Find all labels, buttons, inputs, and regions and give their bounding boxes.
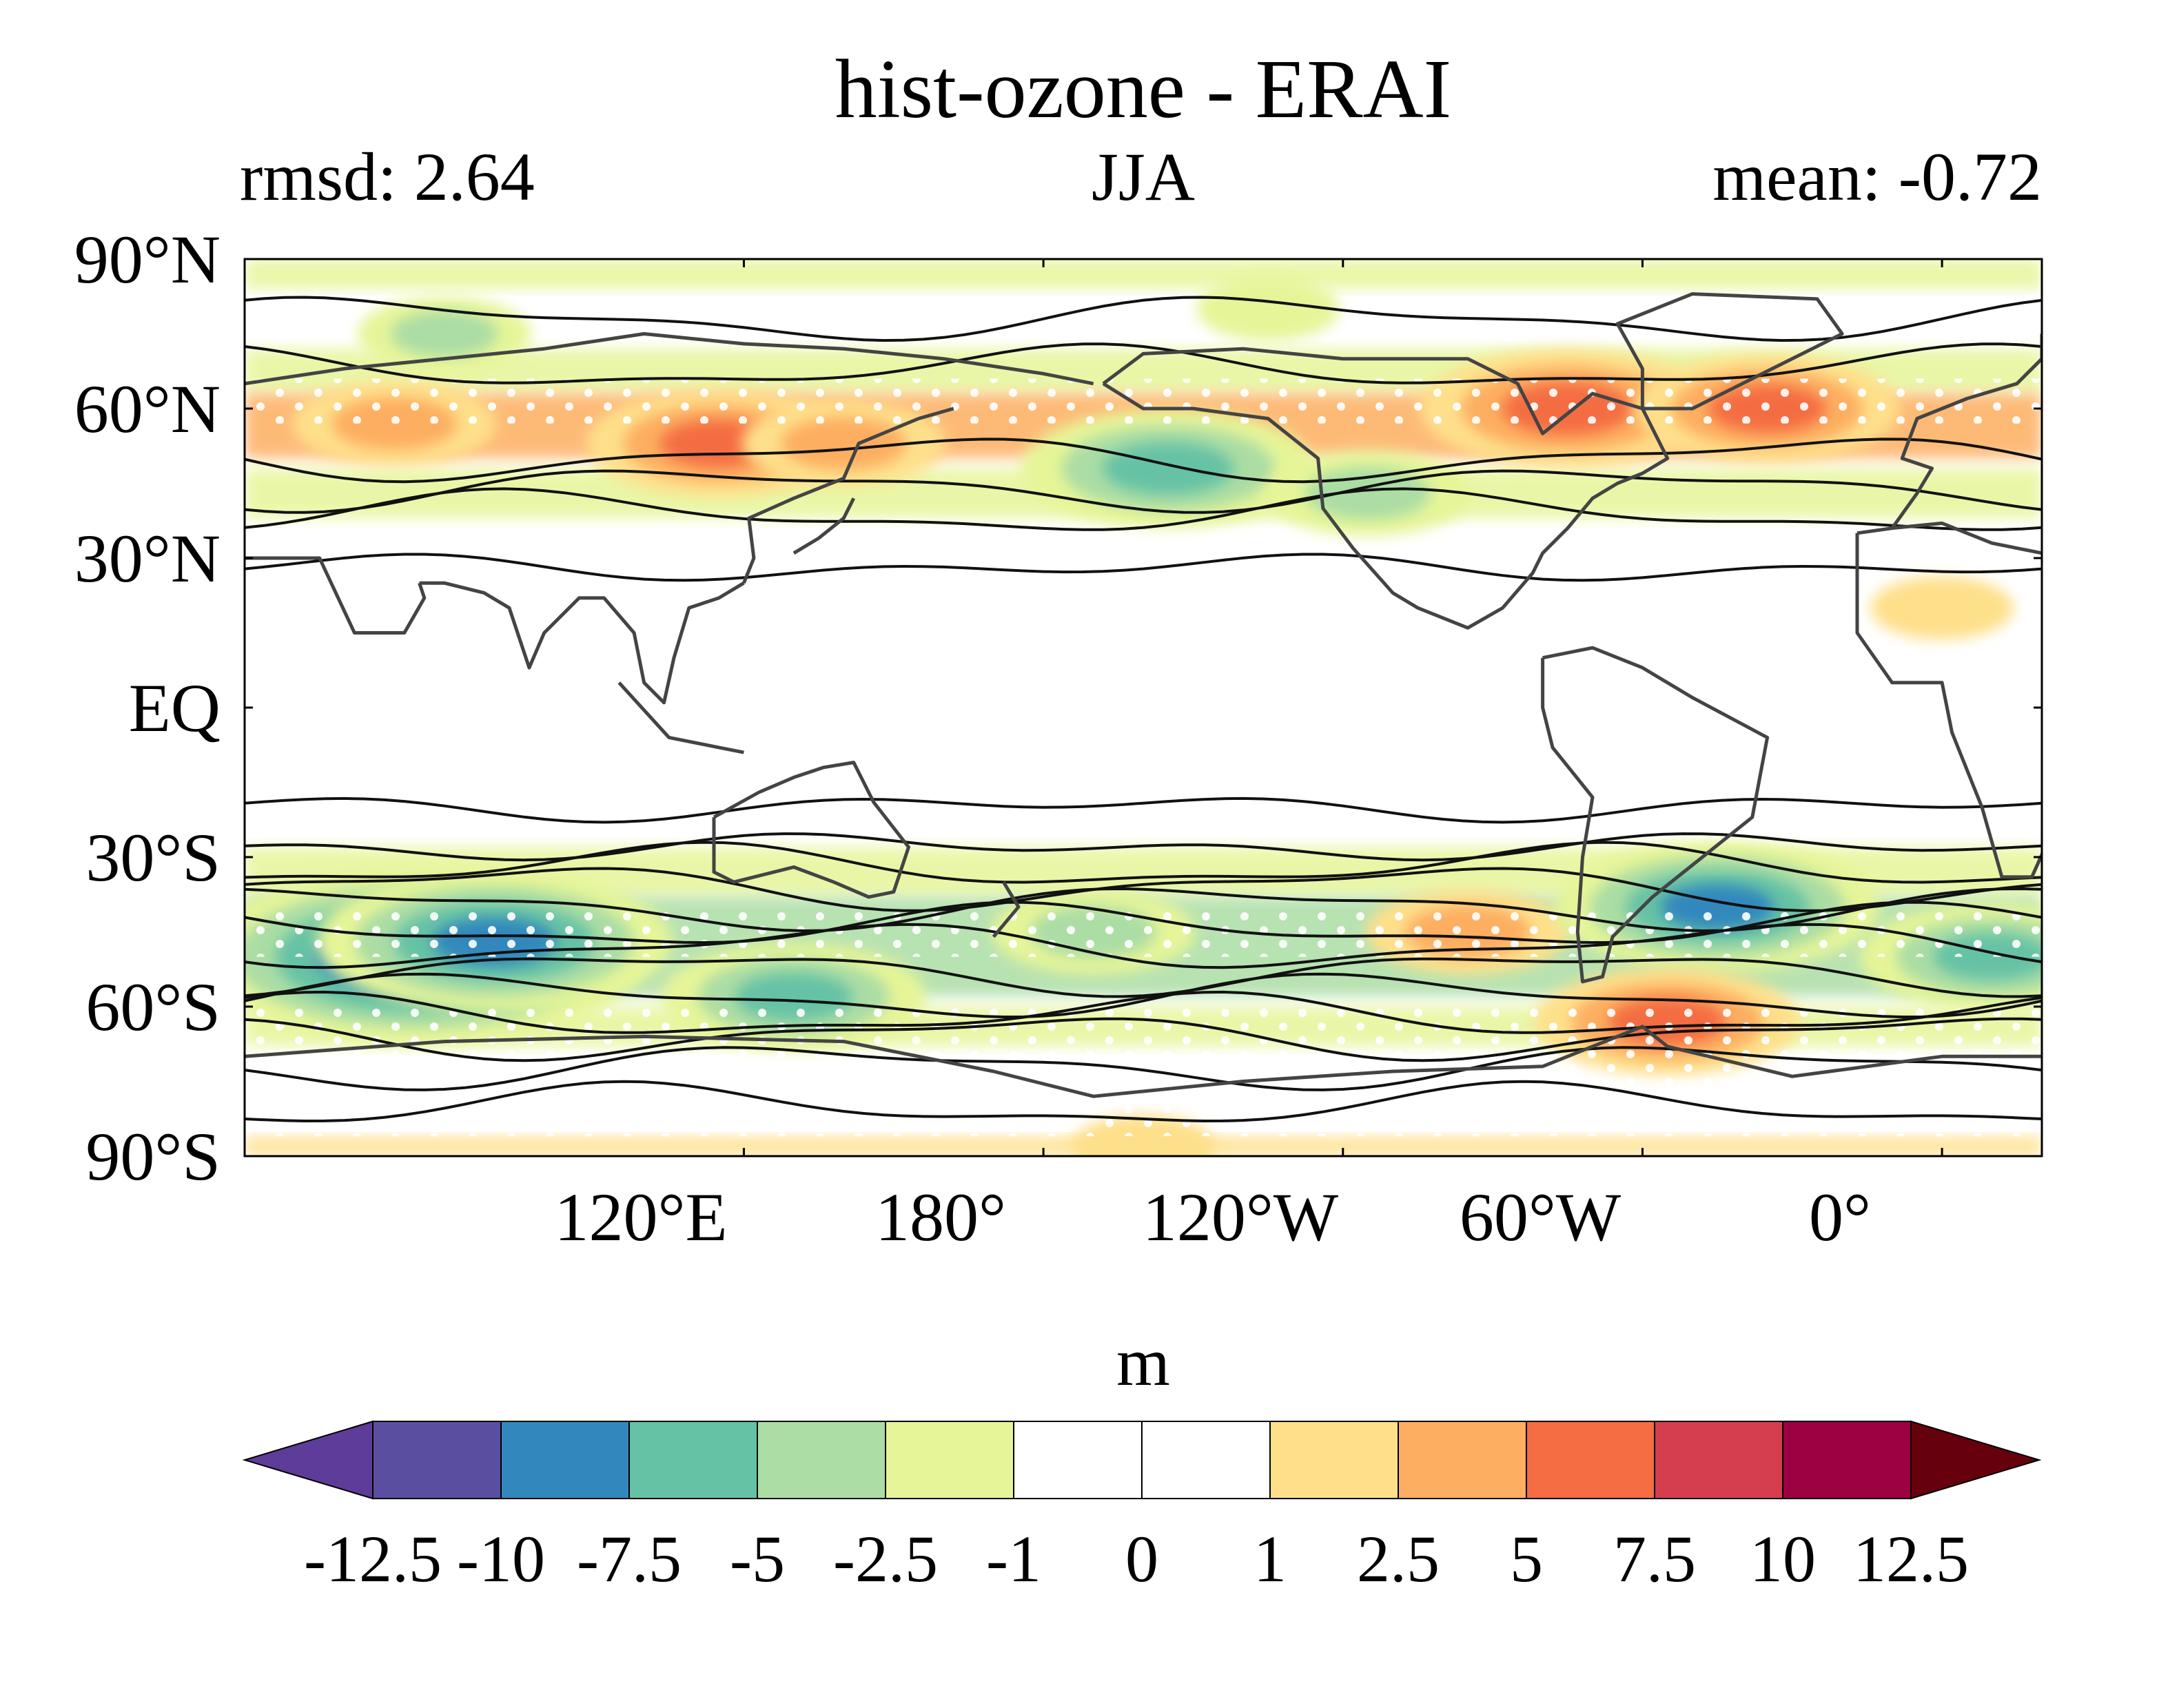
colorbar-cell [500, 1421, 630, 1499]
lon-labels: 120°E 180° 120°W 60°W 0° [554, 1179, 1871, 1255]
contour-line [245, 841, 2042, 884]
anomaly-region [1266, 450, 1470, 536]
lat-label-90n: 90°N [74, 221, 221, 298]
stipple-band [245, 907, 2042, 957]
contour-line [245, 1080, 2042, 1123]
colorbar-cell [372, 1421, 502, 1499]
contour-line [245, 832, 2042, 862]
colorbar-tick-label: 10 [1750, 1522, 1816, 1596]
anomaly-region [1021, 409, 1316, 528]
colorbar-cell [757, 1421, 886, 1499]
lat-label-90s: 90°S [85, 1118, 221, 1195]
contour-line [245, 990, 2042, 1034]
contour-line [245, 342, 2042, 384]
colorbar-cell [1141, 1421, 1271, 1499]
coastline-segment [419, 581, 745, 705]
anomaly-region [1196, 277, 1340, 341]
coastline-segment [792, 497, 856, 555]
stipple-band [245, 378, 2042, 424]
colorbar-cells [242, 1420, 2042, 1500]
anomaly-level [1103, 442, 1234, 495]
band-arctic [245, 259, 2042, 289]
coastline-segment [245, 556, 427, 635]
colorbar-tick-label: 12.5 [1853, 1522, 1969, 1596]
colorbar-max-extend [1910, 1420, 2042, 1500]
coastlines [245, 292, 2042, 1098]
colorbar-tick-label: 0 [1125, 1522, 1158, 1596]
colorbar-tick-label: -10 [457, 1522, 545, 1596]
lat-label-60s: 60°S [85, 969, 221, 1045]
colorbar-cell [1526, 1421, 1655, 1499]
coastline-segment [245, 1025, 2042, 1098]
colorbar-cell [1013, 1421, 1143, 1499]
colorbar: m -12.5 -10 -7.5 -5 -2.5 -1 0 1 2.5 5 7.5 10 12.5 [242, 1324, 2042, 1596]
colorbar-tick-label: -1 [986, 1522, 1041, 1596]
coastline-segment [1890, 333, 2042, 530]
anomaly-level [781, 417, 907, 470]
colorbar-tick-label: 2.5 [1357, 1522, 1440, 1596]
coastline-segment [992, 881, 1021, 938]
coastline-segment [1615, 292, 1844, 411]
lat-label-60n: 60°N [74, 371, 221, 447]
lon-label-120e: 120°E [554, 1179, 727, 1255]
lon-label-180: 180° [875, 1179, 1006, 1255]
lon-label-0: 0° [1809, 1179, 1871, 1255]
colorbar-cell [628, 1421, 758, 1499]
mean-annotation: mean: -0.72 [1712, 138, 2042, 215]
lat-labels: 90°N 60°N 30°N EQ 30°S 60°S 90°S [74, 221, 221, 1195]
colorbar-cell [1269, 1421, 1399, 1499]
colorbar-cell [885, 1421, 1014, 1499]
colorbar-tick-labels: -12.5 -10 -7.5 -5 -2.5 -1 0 1 2.5 5 7.5 10 12.5 [304, 1522, 1969, 1596]
contour-line [245, 796, 2042, 824]
colorbar-cell [1398, 1421, 1527, 1499]
contour-line [245, 438, 2042, 484]
axis-ticks [245, 258, 2042, 1157]
coastline-segment [742, 407, 954, 584]
colorbar-tick-label: 5 [1510, 1522, 1543, 1596]
contour-line [245, 957, 2042, 998]
contour-line [245, 469, 2042, 514]
colorbar-tick-label: -2.5 [833, 1522, 938, 1596]
contour-line [245, 867, 2042, 912]
colorbar-cell [1782, 1421, 1912, 1499]
climatology-contours [245, 296, 2042, 1123]
contour-line [245, 923, 2042, 969]
anomaly-level [1870, 576, 2014, 640]
anomaly-level [1196, 277, 1340, 341]
coastline-segment [1541, 646, 1770, 984]
contour-line [245, 487, 2042, 531]
lat-label-30s: 30°S [85, 819, 221, 896]
season-annotation: JJA [1092, 138, 1195, 215]
colorbar-tick-label: -12.5 [304, 1522, 442, 1596]
contour-line [245, 296, 2042, 342]
lat-label-30n: 30°N [74, 520, 221, 597]
map-panel [243, 258, 2043, 1157]
coastline-segment [245, 332, 1094, 386]
colorbar-tick-label: 1 [1254, 1522, 1287, 1596]
coastline-segment [712, 761, 910, 899]
colorbar-tick-label: -5 [730, 1522, 785, 1596]
contour-line [245, 1017, 2042, 1062]
figure-title: hist-ozone - ERAI [835, 43, 1451, 136]
colorbar-cell [1654, 1421, 1783, 1499]
anomaly-region [1870, 576, 2014, 640]
colorbar-min-extend [242, 1420, 374, 1500]
contour-line [245, 553, 2042, 582]
colorbar-units-label: m [1116, 1324, 1170, 1400]
anomaly-level [391, 311, 498, 357]
rmsd-annotation: rmsd: 2.64 [240, 138, 535, 215]
colorbar-tick-label: 7.5 [1613, 1522, 1696, 1596]
lat-label-eq: EQ [129, 670, 221, 746]
lon-label-120w: 120°W [1143, 1179, 1339, 1255]
coastline-segment [1855, 521, 2042, 879]
contour-line [245, 972, 2042, 1019]
colorbar-tick-label: -7.5 [577, 1522, 682, 1596]
contour-line [245, 1046, 2042, 1091]
coastline-segment [617, 681, 744, 754]
coastline-segment [1102, 347, 1670, 630]
lon-label-60w: 60°W [1460, 1179, 1622, 1255]
